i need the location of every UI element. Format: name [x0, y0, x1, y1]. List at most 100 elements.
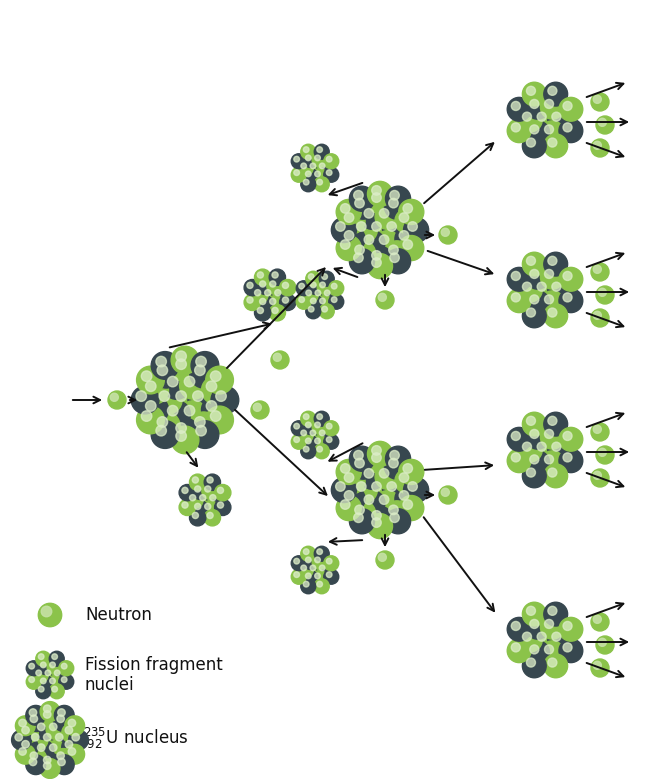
Circle shape: [507, 428, 531, 451]
Circle shape: [367, 478, 393, 502]
Circle shape: [26, 706, 46, 725]
Circle shape: [301, 411, 316, 426]
Circle shape: [301, 177, 316, 192]
Circle shape: [395, 209, 420, 234]
Circle shape: [512, 123, 520, 132]
Circle shape: [304, 146, 309, 153]
Circle shape: [303, 153, 318, 167]
Circle shape: [314, 177, 329, 192]
Circle shape: [301, 163, 307, 169]
Circle shape: [548, 628, 571, 652]
Circle shape: [512, 101, 520, 111]
Circle shape: [519, 438, 542, 462]
Circle shape: [40, 753, 60, 773]
Circle shape: [262, 287, 278, 303]
Circle shape: [526, 425, 549, 449]
Circle shape: [360, 491, 385, 516]
Circle shape: [179, 485, 196, 501]
Circle shape: [44, 710, 51, 718]
Circle shape: [563, 123, 572, 132]
Circle shape: [191, 351, 219, 379]
Circle shape: [151, 421, 179, 449]
Circle shape: [52, 686, 57, 692]
Circle shape: [44, 734, 51, 741]
Circle shape: [378, 293, 386, 301]
Circle shape: [247, 282, 253, 288]
Circle shape: [291, 167, 306, 182]
Circle shape: [530, 125, 539, 134]
Circle shape: [176, 423, 187, 433]
Circle shape: [326, 572, 332, 577]
Circle shape: [38, 660, 53, 675]
Circle shape: [563, 271, 572, 280]
Circle shape: [315, 557, 320, 562]
Circle shape: [408, 481, 417, 492]
Circle shape: [380, 235, 389, 245]
Circle shape: [152, 412, 180, 439]
Circle shape: [204, 509, 220, 526]
Circle shape: [526, 138, 536, 147]
Circle shape: [270, 298, 276, 305]
Circle shape: [176, 431, 187, 441]
Circle shape: [306, 155, 311, 160]
Circle shape: [526, 658, 536, 667]
Circle shape: [190, 412, 218, 439]
Circle shape: [306, 422, 311, 428]
Circle shape: [593, 95, 601, 104]
Circle shape: [312, 168, 327, 184]
Circle shape: [378, 553, 386, 562]
Circle shape: [216, 391, 226, 401]
Circle shape: [272, 287, 288, 303]
Circle shape: [40, 702, 60, 721]
Circle shape: [301, 430, 307, 435]
Circle shape: [350, 194, 376, 219]
Circle shape: [179, 372, 207, 400]
Circle shape: [533, 628, 557, 652]
Circle shape: [214, 499, 231, 516]
Circle shape: [344, 231, 354, 240]
Circle shape: [38, 603, 62, 626]
Circle shape: [162, 400, 190, 428]
Circle shape: [591, 139, 609, 157]
Circle shape: [326, 157, 332, 162]
Circle shape: [280, 280, 296, 296]
Circle shape: [519, 108, 542, 132]
Circle shape: [399, 491, 409, 500]
Circle shape: [545, 125, 554, 134]
Circle shape: [512, 643, 520, 652]
Circle shape: [192, 391, 203, 401]
Circle shape: [544, 464, 567, 488]
Circle shape: [72, 734, 79, 741]
Circle shape: [526, 416, 536, 425]
Circle shape: [322, 287, 337, 302]
Circle shape: [507, 449, 531, 473]
Circle shape: [317, 146, 322, 153]
Circle shape: [68, 748, 75, 755]
Circle shape: [304, 446, 309, 452]
Circle shape: [40, 759, 60, 778]
Circle shape: [179, 499, 196, 516]
Circle shape: [591, 423, 609, 441]
Circle shape: [350, 249, 374, 273]
Circle shape: [27, 749, 47, 768]
Circle shape: [403, 500, 413, 509]
Circle shape: [157, 365, 168, 375]
Circle shape: [324, 421, 339, 435]
Circle shape: [298, 160, 313, 175]
Circle shape: [593, 141, 601, 150]
Circle shape: [507, 289, 531, 312]
Circle shape: [310, 163, 316, 169]
Circle shape: [282, 282, 289, 288]
Circle shape: [360, 464, 385, 489]
Circle shape: [207, 513, 213, 519]
Circle shape: [390, 253, 399, 263]
Circle shape: [191, 421, 219, 449]
Circle shape: [34, 720, 54, 739]
Circle shape: [593, 661, 601, 669]
Circle shape: [182, 502, 188, 508]
Circle shape: [58, 661, 73, 675]
Circle shape: [65, 741, 73, 748]
Circle shape: [40, 678, 46, 684]
Circle shape: [530, 645, 539, 654]
Circle shape: [26, 755, 46, 774]
